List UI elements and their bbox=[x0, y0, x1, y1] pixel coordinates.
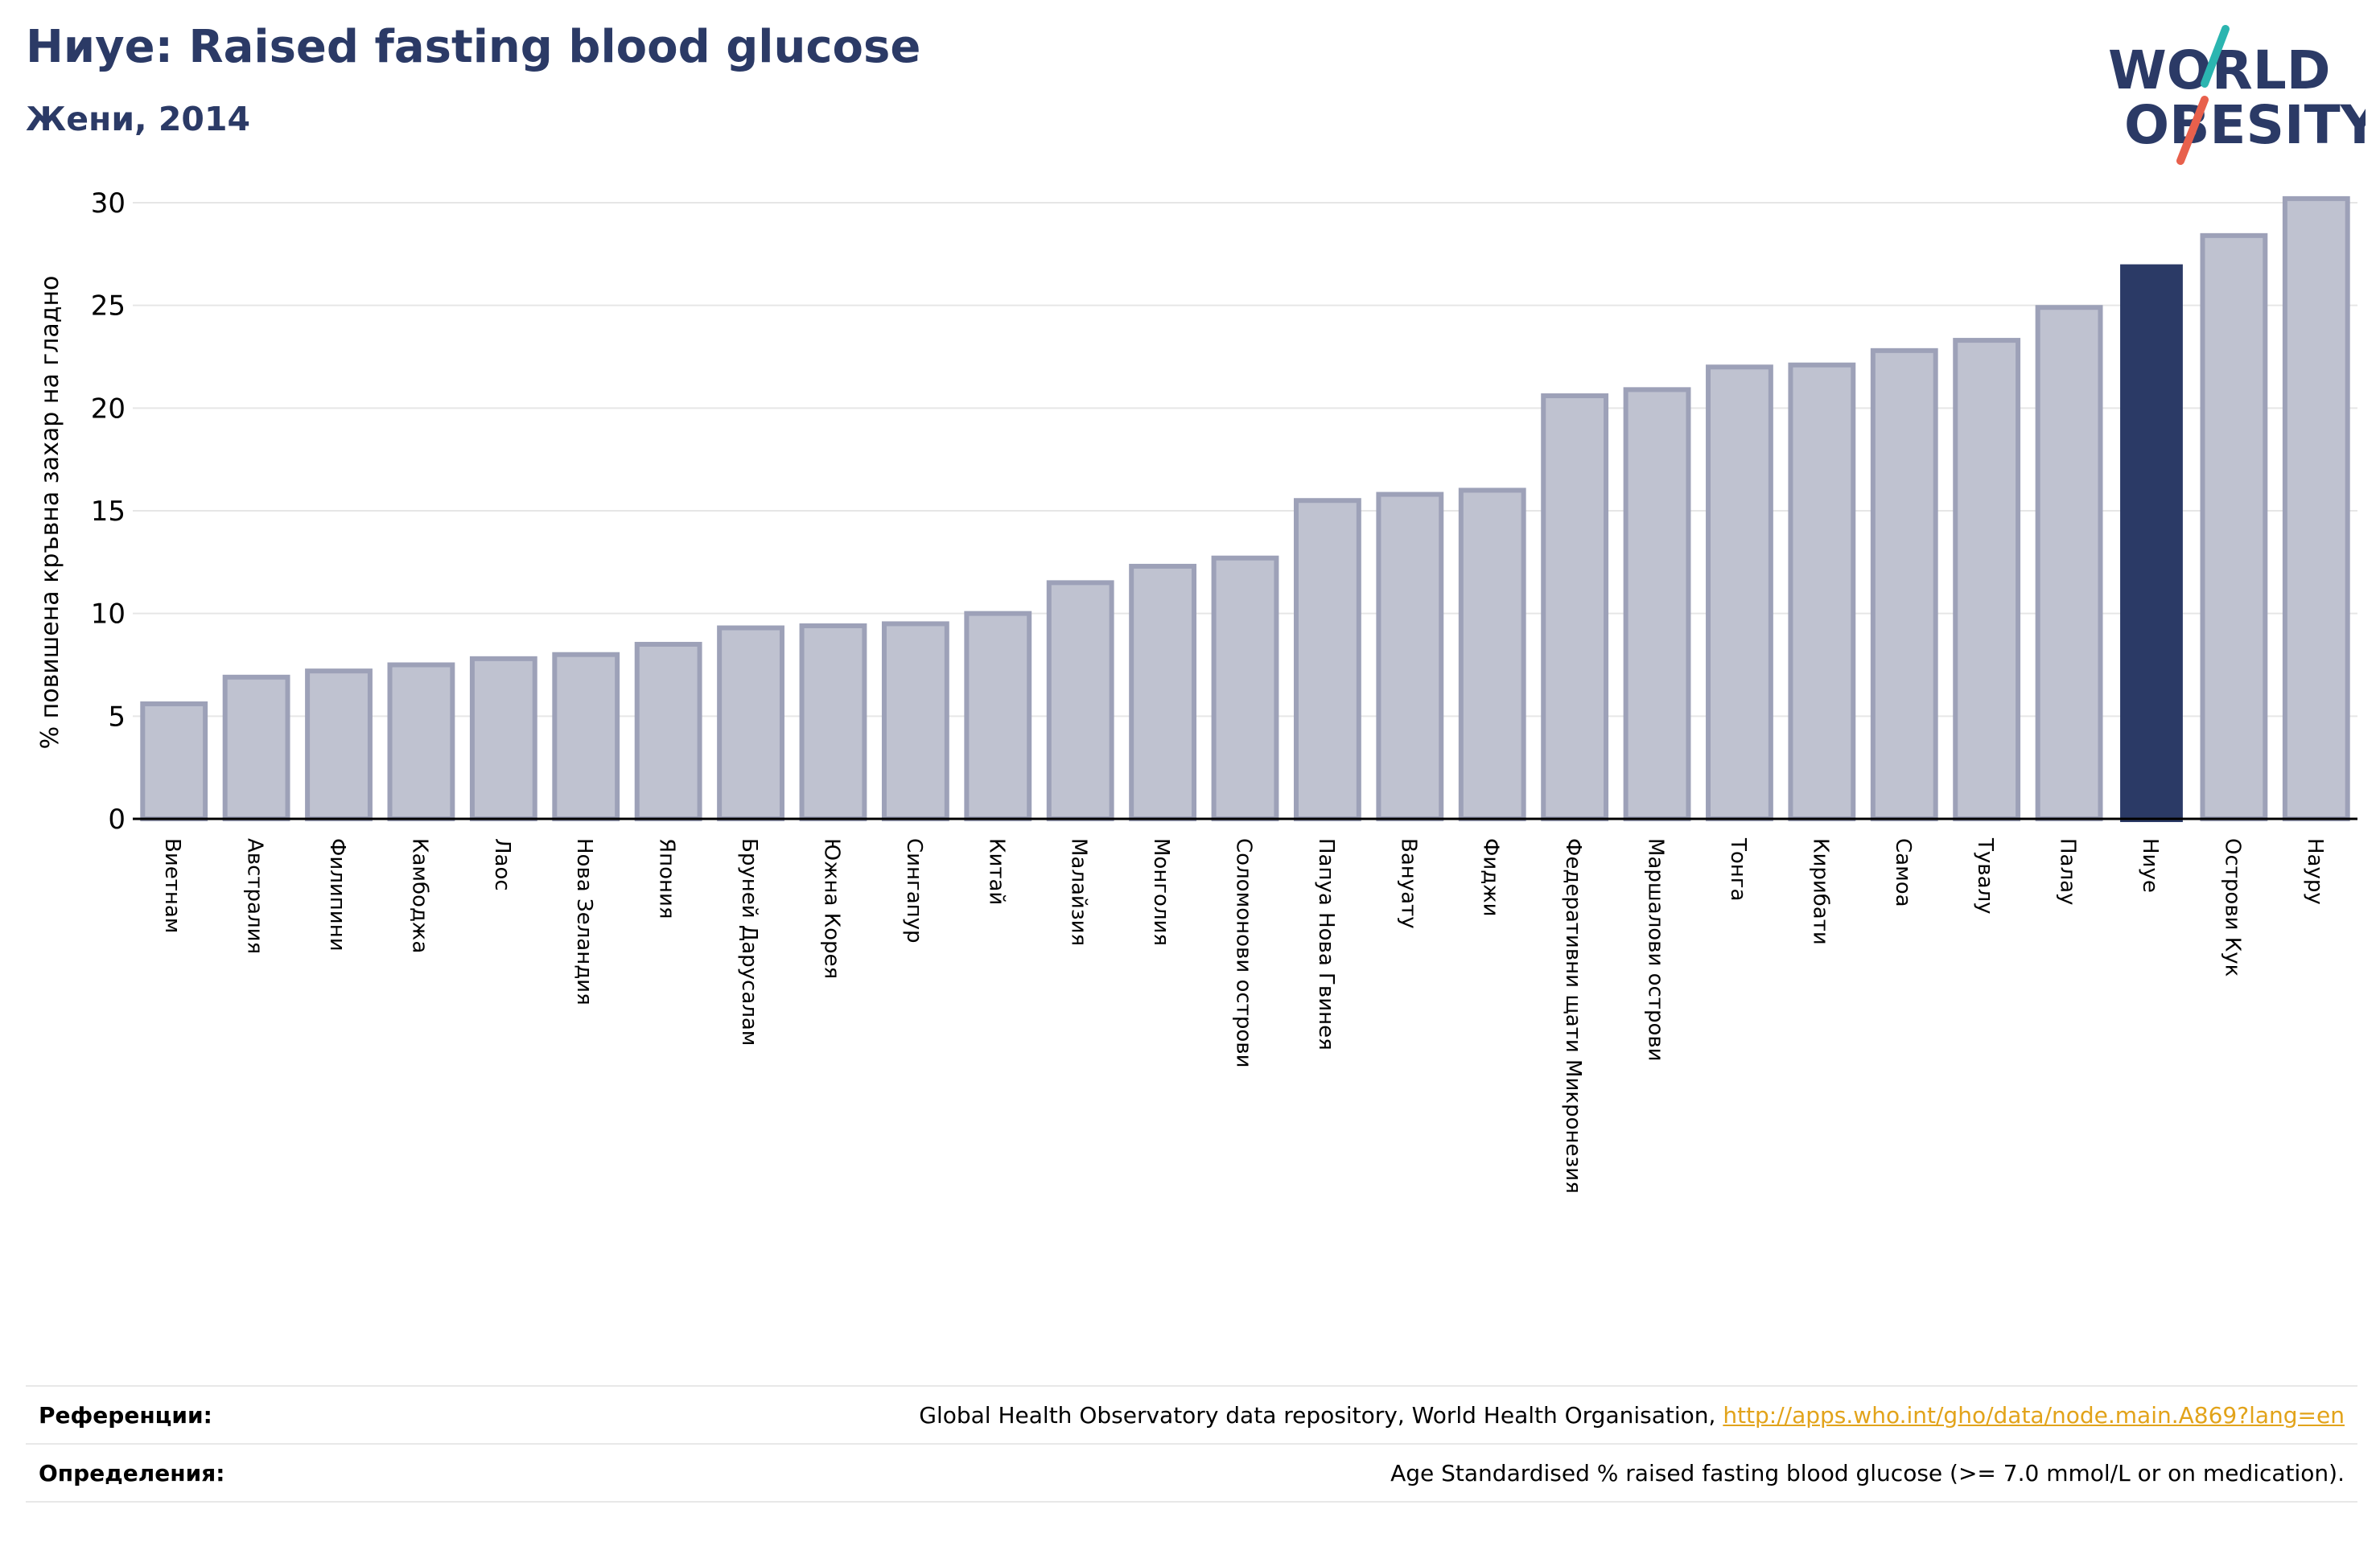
bar-25 bbox=[2120, 264, 2183, 823]
x-tick-label: Камбоджа bbox=[407, 838, 431, 953]
bar-27 bbox=[2282, 195, 2350, 822]
y-tick-label: 5 bbox=[108, 701, 126, 733]
x-tick-label: Китай bbox=[984, 838, 1008, 905]
logo-line2: OBESITY bbox=[2124, 94, 2366, 156]
references-link[interactable]: http://apps.who.int/gho/data/node.main.A… bbox=[1723, 1401, 2345, 1429]
references-label: Референции: bbox=[39, 1401, 212, 1429]
x-tick-label: Япония bbox=[655, 838, 679, 919]
y-axis-label: % повишена кръвна захар на гладно bbox=[36, 276, 64, 750]
x-tick-label: Кирибати bbox=[1808, 838, 1832, 945]
bar-5 bbox=[469, 656, 537, 822]
bar-3 bbox=[305, 668, 373, 821]
bar-1 bbox=[140, 701, 208, 821]
bar-19 bbox=[1623, 387, 1691, 821]
y-tick-label: 30 bbox=[91, 187, 126, 220]
references-text: Global Health Observatory data repositor… bbox=[919, 1401, 1723, 1429]
x-tick-label: Тувалу bbox=[1973, 837, 1997, 915]
footer: Референции: Global Health Observatory da… bbox=[26, 1385, 2357, 1503]
references-value: Global Health Observatory data repositor… bbox=[919, 1402, 2345, 1429]
bar-18 bbox=[1541, 393, 1609, 822]
x-tick-label: Маршалови острови bbox=[1644, 838, 1668, 1062]
bar-24 bbox=[2035, 305, 2103, 822]
page-subtitle: Жени, 2014 bbox=[26, 100, 251, 138]
bar-20 bbox=[1706, 364, 1773, 821]
x-tick-label: Самоа bbox=[1891, 838, 1915, 907]
x-tick-label: Фиджи bbox=[1479, 838, 1503, 917]
x-tick-label: Папуа Нова Гвинея bbox=[1314, 838, 1338, 1051]
x-tick-label: Виетнам bbox=[160, 838, 184, 933]
bar-9 bbox=[799, 623, 867, 822]
y-tick-label: 25 bbox=[91, 290, 126, 323]
definitions-label: Определения: bbox=[39, 1459, 225, 1486]
x-tick-label: Соломонови острови bbox=[1232, 838, 1256, 1067]
x-tick-label: Острови Кук bbox=[2220, 838, 2244, 977]
page-title: Ниуе: Raised fasting blood glucose bbox=[26, 21, 921, 73]
label-layer: 0 5 10 15 20 25 30 Виетнам Австралия Филипини Камб… bbox=[91, 187, 2327, 1194]
x-tick-label: Нова Зеландия bbox=[572, 838, 596, 1005]
y-tick-label: 10 bbox=[91, 598, 126, 631]
world-obesity-logo: WORLD OBESITY bbox=[2108, 25, 2366, 165]
bar-8 bbox=[717, 625, 784, 821]
x-tick-label: Федеративни щати Микронезия bbox=[1561, 838, 1585, 1194]
y-tick-label: 15 bbox=[91, 495, 126, 528]
references-row: Референции: Global Health Observatory da… bbox=[26, 1385, 2357, 1443]
bar-chart: 0 5 10 15 20 25 30 Виетнам Австралия Филипини Камб… bbox=[36, 187, 2357, 1194]
x-tick-label: Ниуе bbox=[2138, 838, 2162, 893]
bar-26 bbox=[2200, 232, 2268, 821]
x-tick-label: Южна Корея bbox=[819, 838, 843, 979]
bar-17 bbox=[1458, 487, 1526, 821]
x-tick-label: Лаос bbox=[490, 838, 514, 891]
bar-16 bbox=[1376, 491, 1444, 821]
bar-12 bbox=[1046, 580, 1114, 821]
logo-slash-top bbox=[2201, 25, 2230, 88]
x-tick-label: Науру bbox=[2303, 838, 2327, 905]
logo-slash-bottom bbox=[2176, 96, 2209, 165]
bar-21 bbox=[1788, 362, 1856, 822]
x-tick-label: Тонга bbox=[1726, 837, 1750, 901]
x-tick-label: Малайзия bbox=[1067, 838, 1091, 946]
x-tick-label: Палау bbox=[2056, 838, 2080, 905]
bar-4 bbox=[387, 662, 455, 821]
x-tick-label: Монголия bbox=[1149, 838, 1173, 946]
bar-2 bbox=[222, 674, 290, 821]
x-tick-label: Сингапур bbox=[902, 838, 926, 944]
bar-22 bbox=[1870, 347, 1938, 821]
bar-15 bbox=[1293, 498, 1361, 821]
bar-14 bbox=[1211, 555, 1279, 822]
bar-13 bbox=[1129, 563, 1197, 821]
definitions-text: Age Standardised % raised fasting blood … bbox=[1390, 1459, 2345, 1486]
y-tick-label: 20 bbox=[91, 393, 126, 425]
bar-7 bbox=[634, 641, 702, 822]
bar-23 bbox=[1953, 338, 2021, 822]
x-tick-label: Филипини bbox=[325, 838, 349, 952]
bar-11 bbox=[964, 611, 1032, 822]
x-tick-label: Вануату bbox=[1396, 838, 1420, 929]
x-tick-label: Австралия bbox=[243, 838, 267, 954]
y-tick-label: 0 bbox=[108, 804, 126, 836]
x-tick-label: Бруней Дарусалам bbox=[737, 838, 761, 1046]
bar-6 bbox=[552, 652, 620, 821]
bar-10 bbox=[881, 621, 949, 822]
definitions-row: Определения: Age Standardised % raised f… bbox=[26, 1443, 2357, 1503]
